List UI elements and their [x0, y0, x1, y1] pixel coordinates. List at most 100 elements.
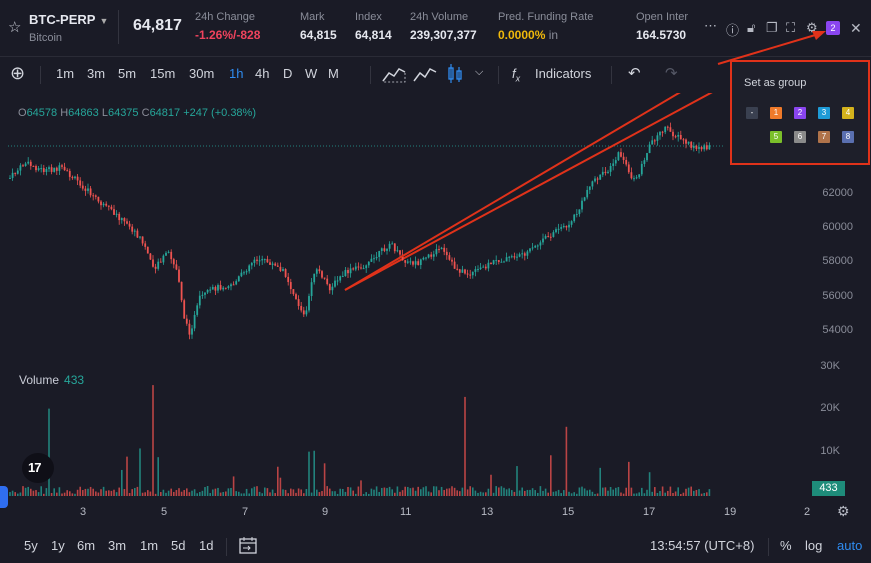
volume-bar — [115, 492, 118, 496]
volume-bar — [287, 493, 289, 496]
group-4-button[interactable]: 4 — [842, 107, 854, 119]
interval-1m[interactable]: 1m — [56, 66, 75, 81]
volume-bar — [560, 493, 562, 496]
group-badge[interactable]: 2 — [826, 21, 840, 35]
volume-bar — [230, 487, 232, 496]
candle-body — [614, 160, 617, 164]
interval-w[interactable]: W — [305, 66, 318, 81]
close-icon[interactable]: ✕ — [850, 20, 862, 36]
volume-bar — [537, 492, 539, 496]
candle-body — [581, 200, 583, 210]
range-1d[interactable]: 1d — [199, 538, 214, 553]
candle-body — [562, 225, 565, 228]
candle-body — [568, 224, 570, 228]
range-3m[interactable]: 3m — [108, 538, 127, 553]
volume-bar — [300, 489, 302, 496]
group-none-button[interactable]: - — [746, 107, 758, 119]
interval-3m[interactable]: 3m — [87, 66, 106, 81]
group-3-button[interactable]: 3 — [818, 107, 830, 119]
range-1m[interactable]: 1m — [140, 538, 159, 553]
group-2-button[interactable]: 2 — [794, 107, 806, 119]
interval-m[interactable]: M — [328, 66, 339, 81]
axis-settings-gear-icon[interactable]: ⚙ — [837, 503, 850, 519]
interval-d[interactable]: D — [283, 66, 293, 81]
indicators-fx-icon[interactable]: fx — [512, 66, 521, 84]
goto-date-icon[interactable] — [237, 535, 259, 555]
candle-chart-icon[interactable] — [447, 63, 463, 85]
interval-30m[interactable]: 30m — [189, 66, 215, 81]
group-5-button[interactable]: 5 — [770, 131, 782, 143]
redo-icon[interactable]: ↷ — [665, 65, 678, 82]
range-5d[interactable]: 5d — [171, 538, 186, 553]
copy-icon[interactable]: ❐ — [766, 20, 778, 35]
candle-body — [144, 243, 147, 247]
percent-toggle[interactable]: % — [780, 538, 792, 553]
volume-bar — [680, 493, 682, 496]
chart-type-chevron-down-icon[interactable]: ⌵ — [475, 66, 484, 78]
divider — [498, 66, 499, 84]
volume-bar — [690, 486, 692, 496]
candle-body — [620, 152, 622, 157]
price-axis-label: 54000 — [822, 324, 853, 336]
candle-body — [214, 287, 217, 291]
candle-body — [113, 209, 115, 215]
candle-body — [695, 145, 698, 149]
left-panel-handle[interactable] — [0, 486, 8, 508]
add-symbol-icon[interactable]: ⊕ — [10, 63, 26, 83]
range-6m[interactable]: 6m — [77, 538, 96, 553]
auto-toggle[interactable]: auto — [837, 538, 863, 553]
range-1y[interactable]: 1y — [51, 538, 65, 553]
candle-body — [136, 230, 139, 238]
candle-body — [9, 177, 11, 179]
candle-body — [245, 271, 248, 273]
candle-body — [391, 243, 394, 245]
group-7-button[interactable]: 7 — [818, 131, 830, 143]
volume-bar — [625, 487, 627, 496]
candle-body — [479, 267, 482, 270]
interval-1h[interactable]: 1h — [229, 66, 244, 81]
volume-bar — [602, 487, 604, 496]
candle-body — [162, 255, 165, 263]
time-axis-label: 5 — [161, 506, 168, 518]
favorite-star-icon[interactable]: ☆ — [8, 19, 22, 36]
volume-bar — [24, 487, 27, 496]
candle-body — [625, 159, 628, 165]
interval-4h[interactable]: 4h — [255, 66, 270, 81]
volume-bar — [141, 492, 144, 496]
stat-label: 24h Change — [195, 11, 255, 23]
volume-bar — [63, 492, 66, 496]
indicators-button[interactable]: Indicators — [535, 66, 592, 81]
more-icon[interactable]: ⋯ — [704, 18, 717, 33]
volume-bar — [118, 487, 120, 496]
volume-bar — [687, 487, 690, 496]
clock-timezone[interactable]: 13:54:57 (UTC+8) — [650, 538, 755, 553]
candle-body — [375, 256, 378, 259]
undo-icon[interactable]: ↶ — [628, 65, 641, 82]
candle-body — [308, 296, 310, 311]
settings-gear-icon[interactable]: ⚙ — [806, 20, 818, 35]
volume-bar — [409, 488, 412, 496]
info-icon[interactable]: ⓘ — [726, 23, 740, 38]
interval-5m[interactable]: 5m — [118, 66, 137, 81]
group-8-button[interactable]: 8 — [842, 131, 854, 143]
range-5y[interactable]: 5y — [24, 538, 38, 553]
candle-body — [555, 229, 557, 233]
symbol-selector[interactable]: BTC-PERP ▼ — [29, 12, 108, 27]
volume-bar — [672, 492, 674, 496]
volume-bar — [100, 489, 102, 496]
candle-body — [526, 251, 529, 256]
log-toggle[interactable]: log — [805, 538, 823, 553]
line-chart-icon[interactable] — [413, 65, 437, 83]
candle-body — [24, 163, 27, 167]
group-1-button[interactable]: 1 — [770, 107, 782, 119]
area-chart-icon[interactable] — [382, 65, 406, 83]
volume-bar — [9, 492, 11, 496]
fullscreen-icon[interactable]: ⛶ — [786, 20, 796, 35]
price-chart[interactable] — [0, 93, 871, 503]
group-6-button[interactable]: 6 — [794, 131, 806, 143]
volume-bar — [279, 477, 282, 496]
lock-icon[interactable]: 🔓︎ — [747, 20, 756, 35]
candle-body — [360, 267, 362, 269]
interval-15m[interactable]: 15m — [150, 66, 176, 81]
tradingview-logo[interactable]: 17 — [22, 453, 54, 483]
